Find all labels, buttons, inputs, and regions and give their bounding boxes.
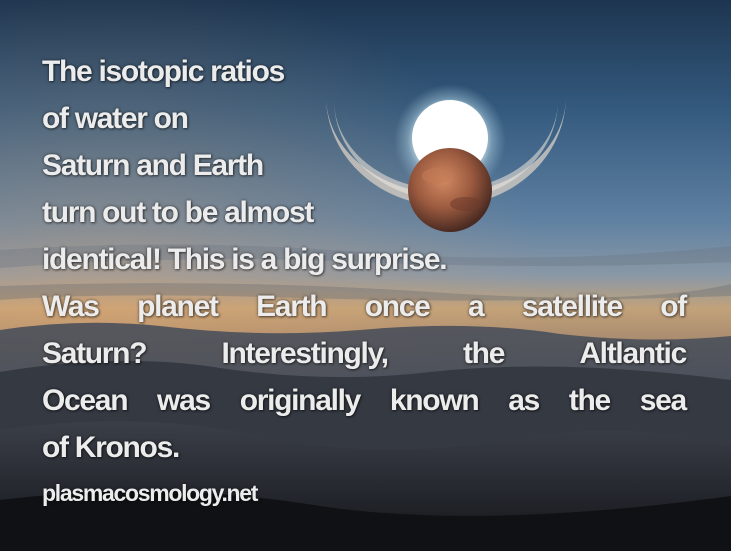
caption-word: known (389, 384, 480, 417)
caption-word: Saturn? (42, 337, 148, 370)
caption-word: sea (639, 384, 687, 417)
caption-word: Interestingly, (221, 337, 389, 370)
caption-word: as (508, 384, 540, 417)
caption-word: satellite (521, 290, 623, 323)
caption-line-8: Ocean was originally known as the sea (42, 377, 687, 424)
website-credit: plasmacosmology.net (42, 480, 258, 506)
caption-word: Earth (256, 290, 327, 323)
caption-word: the (462, 337, 505, 370)
caption-line-2: of water on (42, 102, 189, 135)
caption-line-5: identical! This is a big surprise. (42, 243, 448, 276)
caption-line-1: The isotopic ratios (42, 55, 285, 88)
caption-word: planet (137, 290, 219, 323)
caption-text: The isotopic ratios of water on Saturn a… (42, 48, 687, 471)
caption-line-9: of Kronos. (42, 431, 180, 464)
caption-line-3: Saturn and Earth (42, 149, 264, 182)
caption-word: was (157, 384, 211, 417)
caption-word: Altlantic (579, 337, 687, 370)
caption-line-4: turn out to be almost (42, 196, 314, 229)
caption-line-7: Saturn? Interestingly, the Altlantic (42, 330, 687, 377)
caption-word: Ocean (42, 384, 129, 417)
caption-word: originally (239, 384, 362, 417)
caption-word: Was (42, 290, 100, 323)
caption-word: of (660, 290, 687, 323)
caption-word: a (467, 290, 485, 323)
caption-word: the (568, 384, 611, 417)
caption-word: once (364, 290, 431, 323)
caption-line-6: Was planet Earth once a satellite of (42, 283, 687, 330)
